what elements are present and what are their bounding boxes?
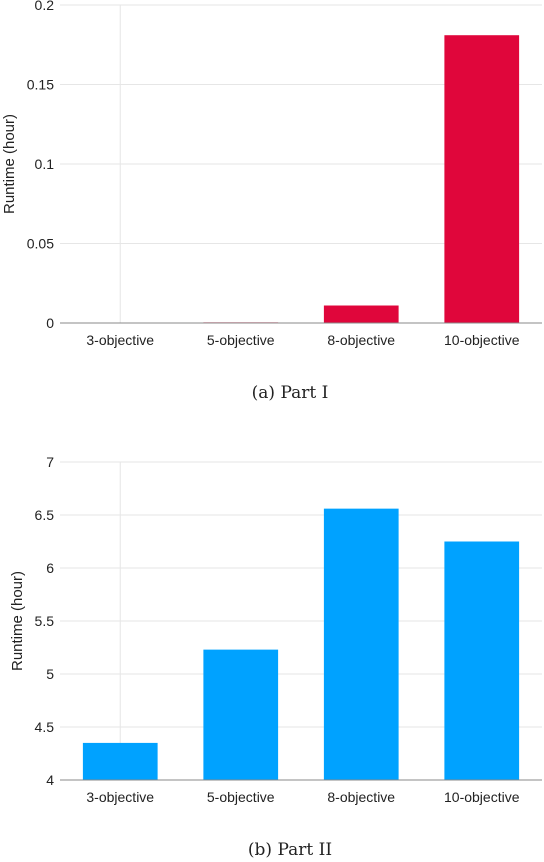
x-tick-label: 3-objective — [86, 332, 154, 348]
y-tick-label: 4.5 — [35, 719, 55, 735]
chart-caption: (b) Part II — [248, 840, 332, 860]
x-tick-label: 10-objective — [444, 332, 520, 348]
bar-8-objective — [323, 508, 399, 780]
y-axis-label: Runtime (hour) — [1, 114, 18, 214]
y-tick-label: 6 — [46, 560, 54, 576]
x-tick-label: 8-objective — [327, 332, 395, 348]
chart-caption: (a) Part I — [252, 383, 329, 403]
bar-8-objective — [323, 305, 399, 323]
y-tick-label: 0.2 — [35, 0, 55, 13]
y-tick-label: 0 — [46, 315, 54, 331]
x-tick-label: 8-objective — [327, 789, 395, 805]
y-axis-label: Runtime (hour) — [9, 571, 26, 671]
y-tick-label: 5 — [46, 666, 54, 682]
y-tick-label: 4 — [46, 772, 54, 788]
x-tick-label: 10-objective — [444, 789, 520, 805]
bar-3-objective — [82, 742, 158, 780]
y-tick-label: 0.15 — [27, 77, 54, 93]
bar-10-objective — [444, 541, 520, 780]
y-tick-label: 0.1 — [35, 156, 55, 172]
bar-5-objective — [203, 649, 279, 780]
x-tick-label: 5-objective — [207, 332, 275, 348]
y-tick-label: 7 — [46, 454, 54, 470]
bar-10-objective — [444, 35, 520, 324]
x-tick-label: 3-objective — [86, 789, 154, 805]
y-tick-label: 5.5 — [35, 613, 55, 629]
y-tick-label: 0.05 — [27, 236, 54, 252]
x-tick-label: 5-objective — [207, 789, 275, 805]
y-tick-label: 6.5 — [35, 507, 55, 523]
